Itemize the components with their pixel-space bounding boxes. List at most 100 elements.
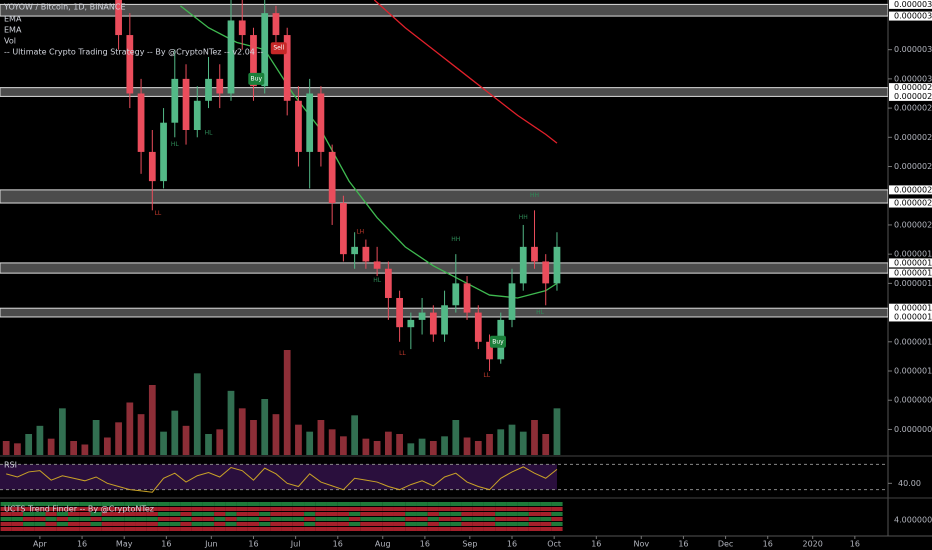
- ucts-stripe: [528, 507, 541, 511]
- ucts-stripe: [56, 512, 69, 516]
- ucts-stripe: [236, 512, 248, 516]
- pivot-label: HL: [171, 141, 180, 148]
- ucts-stripe: [405, 507, 417, 511]
- pivot-label: HH: [530, 192, 539, 199]
- signal-label: Buy: [251, 75, 263, 82]
- ucts-stripe: [349, 512, 361, 516]
- ucts-stripe: [169, 507, 181, 511]
- ucts-stripe: [405, 527, 417, 531]
- ucts-stripe: [214, 527, 226, 531]
- candle-body: [182, 78, 190, 130]
- pivot-label: LL: [483, 372, 490, 379]
- zone-price-box: [889, 198, 932, 208]
- ucts-stripe: [540, 517, 552, 521]
- ucts-label: UCTS Trend Finder -- By @CryptoNTez: [4, 505, 154, 514]
- volume-bar: [542, 434, 550, 455]
- ucts-stripe: [191, 527, 203, 531]
- ucts-stripe: [551, 517, 563, 521]
- legend-item: -- Ultimate Crypto Trading Strategy -- B…: [4, 48, 263, 57]
- ucts-stripe: [315, 522, 327, 526]
- ucts-stripe: [360, 507, 372, 511]
- ucts-stripe: [146, 527, 158, 531]
- volume-bar: [351, 415, 359, 455]
- x-tick-label: Sep: [462, 540, 477, 549]
- volume-bar: [126, 402, 134, 455]
- candle-body: [283, 35, 291, 101]
- main-pane: LL HL HL LH HL LL HH LL HH HH HL Sell Buy Buy: [0, 0, 888, 455]
- ucts-stripe: [79, 512, 91, 516]
- ucts-stripe: [416, 502, 428, 506]
- volume-bar: [519, 431, 527, 455]
- ucts-stripe: [90, 512, 102, 516]
- ucts-stripe: [393, 527, 406, 531]
- ucts-stripe: [270, 507, 282, 511]
- ucts-stripe: [23, 507, 35, 511]
- ucts-stripe: [169, 512, 181, 516]
- ucts-stripe: [236, 502, 248, 506]
- ucts-stripe: [528, 512, 541, 516]
- ucts-stripe: [495, 512, 507, 516]
- candle-body: [452, 283, 460, 306]
- ucts-stripe: [68, 527, 80, 531]
- ucts-stripe: [23, 512, 35, 516]
- candle-body: [384, 268, 392, 298]
- volume-bar: [531, 420, 538, 455]
- ucts-stripe: [225, 502, 237, 506]
- candle-body: [508, 283, 516, 320]
- ucts-stripe: [427, 522, 439, 526]
- ucts-stripe: [11, 522, 24, 526]
- ucts-stripe: [349, 527, 361, 531]
- ucts-stripe: [56, 507, 69, 511]
- ucts-stripe: [34, 512, 46, 516]
- ucts-stripe: [236, 527, 248, 531]
- ucts-stripe: [326, 507, 338, 511]
- volume-bar: [171, 410, 179, 455]
- ucts-stripe: [438, 517, 451, 521]
- signal-box: [270, 42, 287, 55]
- ucts-stripe: [405, 517, 417, 521]
- ucts-stripe: [483, 517, 496, 521]
- volume-bar: [14, 443, 21, 455]
- volume-bar: [160, 431, 167, 455]
- ucts-stripe: [506, 512, 518, 516]
- ucts-stripe: [438, 522, 451, 526]
- ucts-stripe: [517, 517, 529, 521]
- ucts-stripe: [247, 502, 260, 506]
- ucts-stripe: [11, 517, 24, 521]
- ucts-stripe: [11, 512, 24, 516]
- ucts-stripe: [416, 507, 428, 511]
- ucts-stripe: [427, 507, 439, 511]
- ucts-stripe: [495, 527, 507, 531]
- candle-body: [328, 151, 336, 204]
- ucts-stripe: [214, 522, 226, 526]
- ucts-stripe: [90, 527, 102, 531]
- x-tick-label: Dec: [718, 540, 733, 549]
- x-tick-label: 16: [333, 540, 343, 549]
- ucts-stripe: [11, 502, 24, 506]
- ucts-stripe: [270, 517, 282, 521]
- x-tick-label: Nov: [633, 540, 649, 549]
- y-tick-label: 0.00000260: [894, 133, 932, 142]
- ucts-stripe: [236, 522, 248, 526]
- candle-body: [441, 305, 448, 335]
- pivot-label: HL: [205, 129, 214, 136]
- signal-box: [248, 72, 265, 85]
- y-tick-label: 0.00000300: [894, 74, 932, 83]
- volume-bar: [384, 431, 392, 455]
- volume-bar: [553, 408, 561, 455]
- ucts-stripe: [461, 507, 473, 511]
- ucts-stripe: [214, 502, 226, 506]
- ucts-stripe: [281, 527, 293, 531]
- sr-zone: [0, 3, 888, 17]
- ema-line: [180, 5, 558, 299]
- y-tick-label: 0.00000160: [894, 279, 932, 288]
- volume-bar: [283, 350, 291, 455]
- ucts-stripe: [56, 502, 69, 506]
- ucts-stripe: [259, 507, 271, 511]
- candle-body: [531, 246, 538, 262]
- ucts-stripe: [483, 522, 496, 526]
- ucts-stripe: [23, 527, 35, 531]
- ucts-stripe: [247, 517, 260, 521]
- ucts-stripe: [461, 527, 473, 531]
- ucts-stripe: [393, 507, 406, 511]
